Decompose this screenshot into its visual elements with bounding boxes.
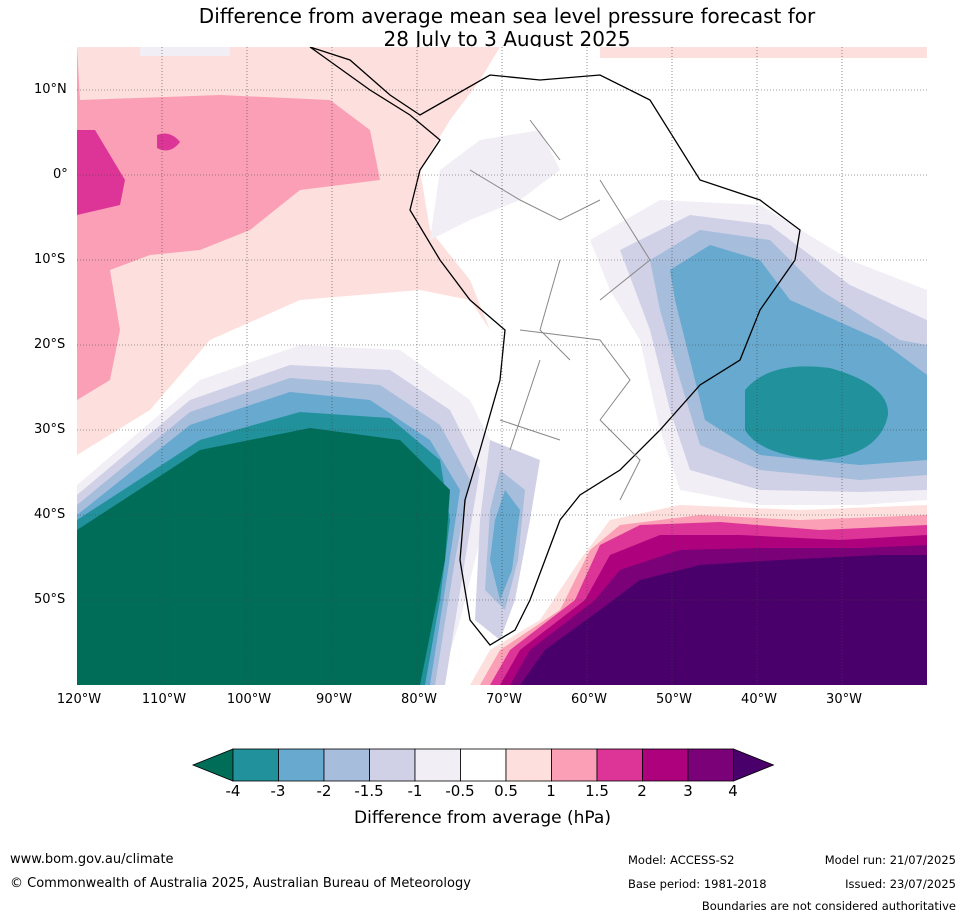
colorbar-tick: -3 bbox=[270, 782, 286, 800]
colorbar-segment bbox=[323, 748, 370, 782]
boundaries-disclaimer: Boundaries are not considered authoritat… bbox=[701, 899, 956, 913]
model-name: Model: ACCESS-S2 bbox=[628, 853, 735, 867]
website-link[interactable]: www.bom.gov.au/climate bbox=[10, 852, 174, 867]
colorbar-segment bbox=[460, 748, 507, 782]
lat-label-10s: 10°S bbox=[34, 252, 66, 267]
map-title-line2: 28 July to 3 August 2025 bbox=[383, 27, 631, 51]
lon-label-120w: 120°W bbox=[56, 692, 102, 707]
model-run-date: Model run: 21/07/2025 bbox=[824, 853, 956, 867]
pressure-anomaly-map bbox=[77, 47, 927, 685]
lon-label-110w: 110°W bbox=[141, 692, 187, 707]
colorbar-segment bbox=[369, 748, 416, 782]
colorbar-label: Difference from average (hPa) bbox=[354, 808, 611, 828]
colorbar-extend-high bbox=[733, 748, 775, 782]
colorbar-extend-low bbox=[191, 748, 234, 782]
lon-label-100w: 100°W bbox=[226, 692, 272, 707]
colorbar-segment bbox=[642, 748, 689, 782]
graticule bbox=[77, 47, 927, 685]
colorbar-segment bbox=[687, 748, 734, 782]
colorbar-tick: -0.5 bbox=[445, 782, 475, 800]
lat-label-0: 0° bbox=[53, 167, 68, 182]
lat-label-50s: 50°S bbox=[34, 592, 66, 607]
issued-date: Issued: 23/07/2025 bbox=[845, 877, 956, 891]
colorbar-tick: 4 bbox=[728, 782, 738, 800]
colorbar-tick: -2 bbox=[316, 782, 332, 800]
colorbar-segment bbox=[551, 748, 598, 782]
lon-label-50w: 50°W bbox=[656, 692, 692, 707]
lon-label-70w: 70°W bbox=[486, 692, 522, 707]
lat-label-10n: 10°N bbox=[34, 82, 67, 97]
lon-label-40w: 40°W bbox=[741, 692, 777, 707]
colorbar-tick: 1 bbox=[546, 782, 556, 800]
lon-label-60w: 60°W bbox=[571, 692, 607, 707]
colorbar-segment bbox=[232, 748, 279, 782]
lat-label-30s: 30°S bbox=[34, 422, 66, 437]
colorbar-tick: -1.5 bbox=[354, 782, 384, 800]
base-period: Base period: 1981-2018 bbox=[628, 877, 767, 891]
lon-label-30w: 30°W bbox=[826, 692, 862, 707]
colorbar-segments bbox=[191, 748, 775, 782]
colorbar-tick: 1.5 bbox=[585, 782, 609, 800]
colorbar-tick: 3 bbox=[683, 782, 693, 800]
colorbar-tick: -1 bbox=[407, 782, 423, 800]
lat-label-40s: 40°S bbox=[34, 507, 66, 522]
lon-label-90w: 90°W bbox=[316, 692, 352, 707]
colorbar-tick: 0.5 bbox=[494, 782, 518, 800]
lon-label-80w: 80°W bbox=[401, 692, 437, 707]
map-title-line1: Difference from average mean sea level p… bbox=[198, 4, 816, 28]
colorbar-tick: -4 bbox=[225, 782, 241, 800]
colorbar-segment bbox=[505, 748, 552, 782]
colorbar-segment bbox=[596, 748, 643, 782]
copyright-text: © Commonwealth of Australia 2025, Austra… bbox=[10, 876, 471, 891]
colorbar-segment bbox=[278, 748, 325, 782]
colorbar-tick: 2 bbox=[637, 782, 647, 800]
lat-label-20s: 20°S bbox=[34, 337, 66, 352]
colorbar-segment bbox=[414, 748, 461, 782]
anomaly-field bbox=[77, 47, 927, 685]
